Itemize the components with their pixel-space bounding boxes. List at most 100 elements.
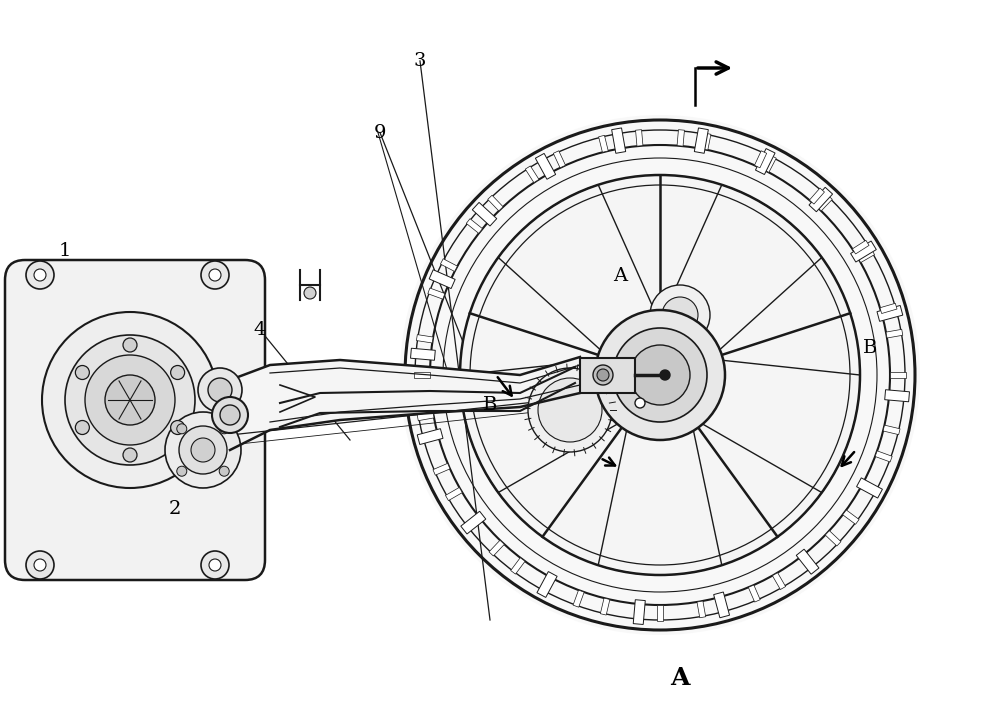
Circle shape <box>219 424 229 434</box>
Polygon shape <box>890 372 906 378</box>
Polygon shape <box>843 510 859 524</box>
Circle shape <box>75 420 89 435</box>
Polygon shape <box>809 188 824 204</box>
Polygon shape <box>875 451 892 462</box>
Text: 1: 1 <box>59 242 71 260</box>
Polygon shape <box>748 585 760 602</box>
Circle shape <box>198 368 242 412</box>
Circle shape <box>85 355 175 445</box>
Circle shape <box>201 551 229 579</box>
Polygon shape <box>886 329 903 338</box>
Polygon shape <box>677 130 684 146</box>
Polygon shape <box>772 573 786 589</box>
Polygon shape <box>809 187 833 212</box>
Circle shape <box>212 397 248 433</box>
Circle shape <box>26 551 54 579</box>
Text: 3: 3 <box>414 52 426 70</box>
FancyBboxPatch shape <box>580 358 635 392</box>
Circle shape <box>538 378 602 442</box>
Polygon shape <box>445 488 462 500</box>
Polygon shape <box>525 166 539 183</box>
Circle shape <box>171 420 185 435</box>
Polygon shape <box>633 599 645 625</box>
Circle shape <box>219 466 229 476</box>
Text: A: A <box>613 267 627 285</box>
Polygon shape <box>885 390 909 402</box>
Circle shape <box>593 365 613 385</box>
Polygon shape <box>825 531 841 546</box>
Polygon shape <box>537 571 557 597</box>
Circle shape <box>165 412 241 488</box>
Circle shape <box>123 448 137 462</box>
Polygon shape <box>428 288 445 299</box>
Circle shape <box>595 310 725 440</box>
Polygon shape <box>636 130 643 146</box>
Polygon shape <box>488 195 503 211</box>
Circle shape <box>26 261 54 289</box>
Text: 2: 2 <box>169 500 181 518</box>
FancyBboxPatch shape <box>5 260 265 580</box>
Circle shape <box>191 438 215 462</box>
Circle shape <box>105 375 155 425</box>
Polygon shape <box>764 156 776 172</box>
Circle shape <box>177 424 187 434</box>
Polygon shape <box>702 133 711 150</box>
Circle shape <box>597 369 609 381</box>
Circle shape <box>34 559 46 571</box>
Polygon shape <box>817 195 832 211</box>
Circle shape <box>123 338 137 352</box>
Circle shape <box>208 378 232 402</box>
Circle shape <box>660 370 670 380</box>
Polygon shape <box>429 270 455 288</box>
Circle shape <box>65 335 195 465</box>
Polygon shape <box>599 136 608 152</box>
Text: 9: 9 <box>374 123 386 142</box>
Polygon shape <box>600 598 610 615</box>
Polygon shape <box>417 412 434 421</box>
Polygon shape <box>796 549 819 574</box>
Polygon shape <box>657 605 663 621</box>
Polygon shape <box>472 202 497 226</box>
Circle shape <box>177 466 187 476</box>
Polygon shape <box>697 601 706 618</box>
Polygon shape <box>877 305 903 321</box>
Circle shape <box>635 398 645 408</box>
Polygon shape <box>417 429 443 445</box>
Circle shape <box>209 269 221 281</box>
Polygon shape <box>553 151 566 168</box>
Polygon shape <box>433 463 450 475</box>
Circle shape <box>304 287 316 299</box>
Polygon shape <box>858 250 875 262</box>
Text: 4: 4 <box>254 320 266 339</box>
Polygon shape <box>754 151 767 168</box>
Circle shape <box>630 345 690 405</box>
Circle shape <box>75 366 89 379</box>
Polygon shape <box>416 335 433 343</box>
Polygon shape <box>414 372 430 378</box>
Polygon shape <box>230 357 580 450</box>
Polygon shape <box>714 592 730 618</box>
Polygon shape <box>535 153 556 179</box>
Polygon shape <box>880 303 897 313</box>
Polygon shape <box>440 259 457 272</box>
Circle shape <box>400 115 920 635</box>
Circle shape <box>179 426 227 474</box>
Polygon shape <box>852 240 869 254</box>
Circle shape <box>650 285 710 345</box>
Polygon shape <box>466 219 483 233</box>
Circle shape <box>460 175 860 575</box>
Circle shape <box>613 328 707 422</box>
Polygon shape <box>857 478 882 498</box>
Polygon shape <box>694 128 708 153</box>
Polygon shape <box>461 511 486 534</box>
Polygon shape <box>851 241 876 262</box>
Polygon shape <box>755 148 775 174</box>
Polygon shape <box>511 558 525 574</box>
Circle shape <box>171 366 185 379</box>
Circle shape <box>528 368 612 452</box>
Text: B: B <box>483 396 497 414</box>
Circle shape <box>42 312 218 488</box>
Polygon shape <box>489 540 504 556</box>
Text: B: B <box>863 338 877 357</box>
Polygon shape <box>883 425 900 435</box>
